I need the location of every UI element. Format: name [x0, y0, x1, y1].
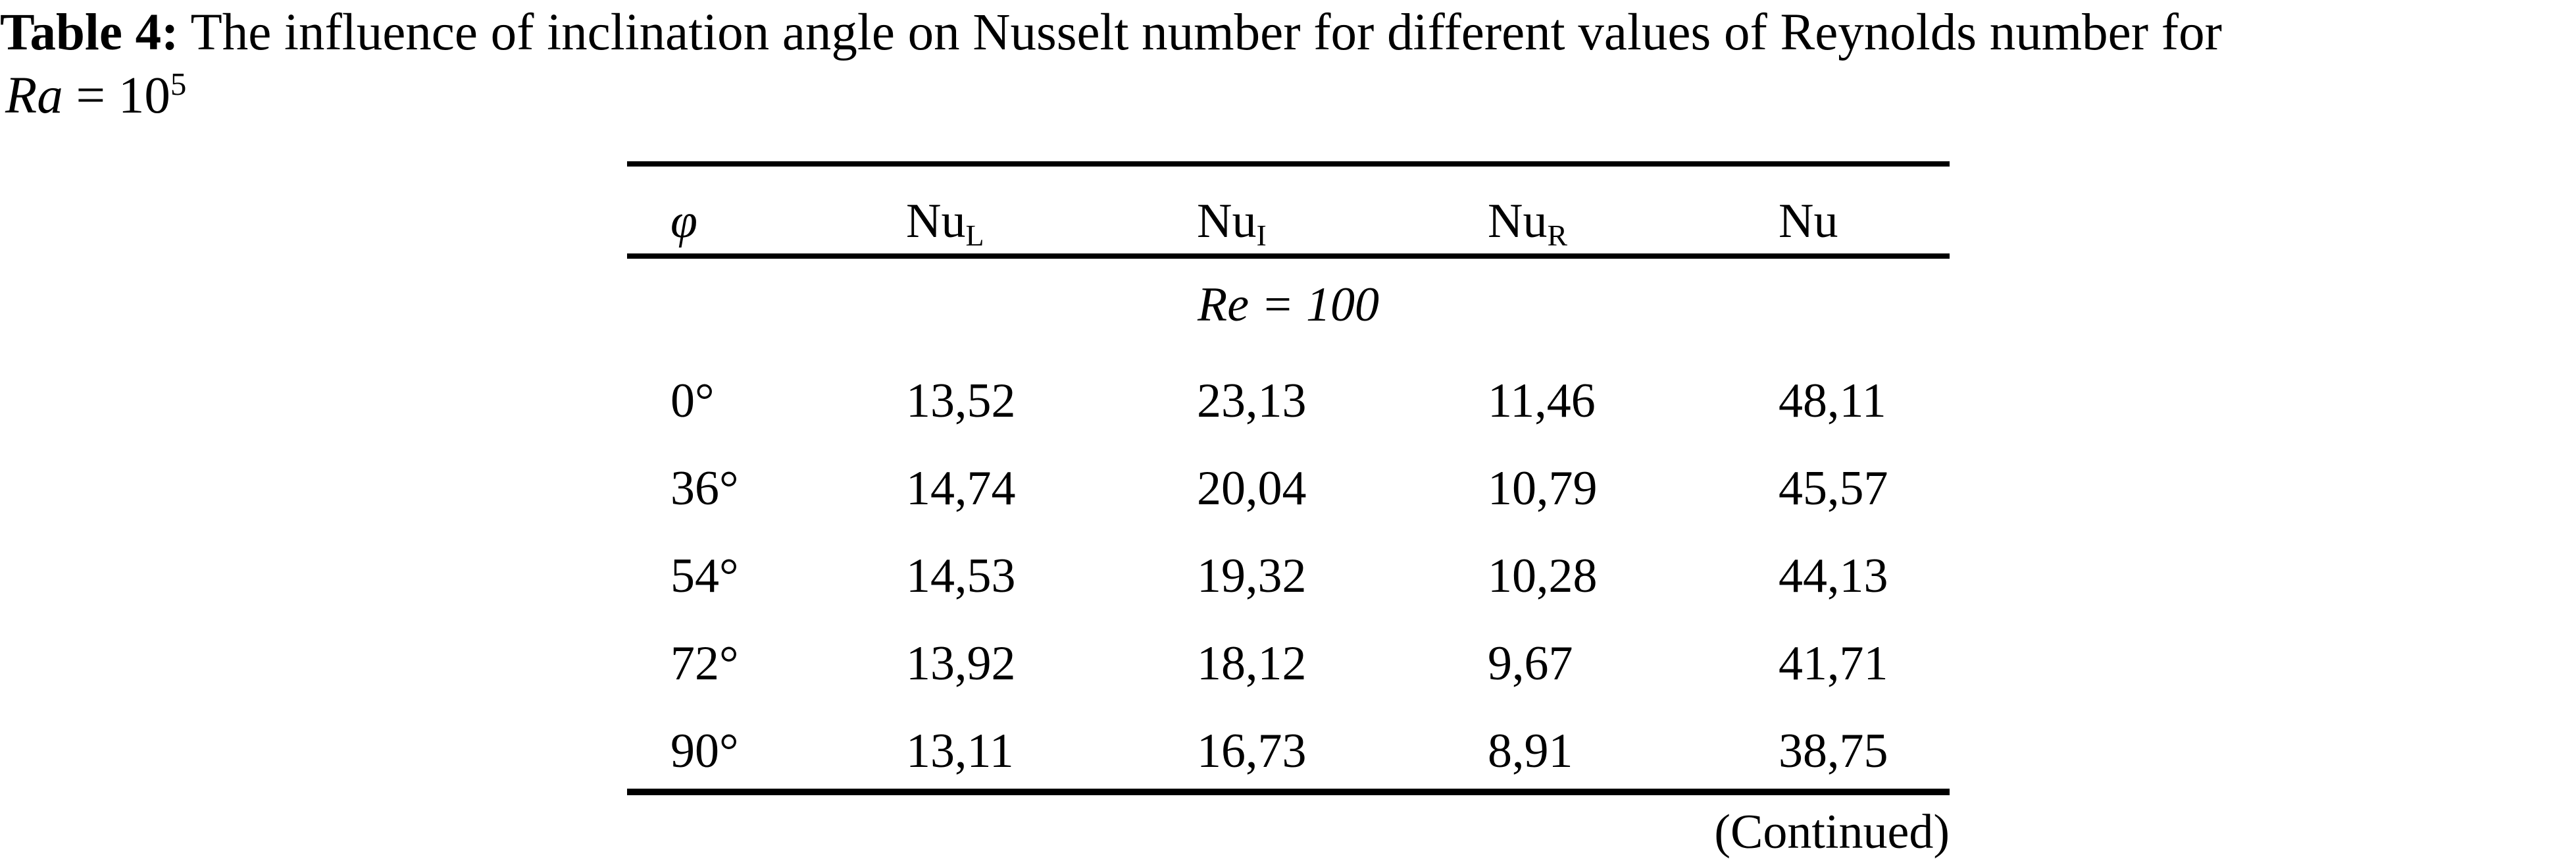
column-header-nu-l: NuL	[906, 194, 984, 252]
nu-i-value: 23,13	[1197, 374, 1307, 428]
table-row: 72° 13,92 18,12 9,67 41,71	[627, 614, 1950, 701]
nu-l-value: 13,92	[906, 637, 1016, 691]
nu-l-value: 13,11	[906, 724, 1014, 778]
nu-l-value: 14,53	[906, 549, 1016, 603]
nu-value: 41,71	[1779, 637, 1888, 691]
phi-value: 0°	[670, 374, 715, 428]
table-header-rule	[627, 253, 1950, 259]
table-caption-text: The influence of inclination angle on Nu…	[190, 4, 2222, 61]
nu-r-value: 9,67	[1488, 637, 1573, 691]
group-label: Re = 100	[1198, 277, 1379, 332]
ra-exponent: 5	[170, 66, 187, 103]
phi-value: 72°	[670, 637, 739, 691]
column-header-nu: Nu	[1779, 194, 1838, 248]
table-header-row: φ NuL NuI NuR Nu	[627, 167, 1950, 253]
column-header-nu-r: NuR	[1488, 194, 1568, 252]
nusselt-table: φ NuL NuI NuR Nu Re = 100 0° 13,52 23,13…	[627, 161, 1950, 795]
table-caption-label: Table 4:	[0, 4, 179, 61]
nu-l-value: 13,52	[906, 374, 1016, 428]
continued-note: (Continued)	[1714, 805, 1950, 859]
nu-l-value: 14,74	[906, 461, 1016, 515]
nu-i-value: 19,32	[1197, 549, 1307, 603]
nu-i-value: 18,12	[1197, 637, 1307, 691]
table-caption: Table 4: The influence of inclination ang…	[0, 1, 2576, 65]
table-row: 0° 13,52 23,13 11,46 48,11	[627, 351, 1950, 438]
nu-r-value: 10,79	[1488, 461, 1598, 515]
phi-value: 54°	[670, 549, 739, 603]
phi-value: 90°	[670, 724, 739, 778]
nu-value: 38,75	[1779, 724, 1888, 778]
column-header-phi: φ	[670, 194, 697, 248]
table-row: 36° 14,74 20,04 10,79 45,57	[627, 438, 1950, 526]
table-row: 90° 13,11 16,73 8,91 38,75	[627, 701, 1950, 789]
nu-i-value: 16,73	[1197, 724, 1307, 778]
nu-r-value: 10,28	[1488, 549, 1598, 603]
ra-equals-base: = 10	[76, 67, 170, 124]
column-header-nu-i: NuI	[1197, 194, 1267, 252]
phi-value: 36°	[670, 461, 739, 515]
nu-r-value: 11,46	[1488, 374, 1596, 428]
nu-value: 45,57	[1779, 461, 1888, 515]
nu-value: 48,11	[1779, 374, 1886, 428]
group-row-re-100: Re = 100	[627, 259, 1950, 351]
nu-value: 44,13	[1779, 549, 1888, 603]
nu-i-value: 20,04	[1197, 461, 1307, 515]
table-bottom-rule	[627, 789, 1950, 795]
ra-symbol: Ra	[5, 67, 63, 124]
nu-r-value: 8,91	[1488, 724, 1573, 778]
table-top-rule	[627, 161, 1950, 167]
table-caption-line2: Ra = 105	[5, 65, 186, 134]
table-row: 54° 14,53 19,32 10,28 44,13	[627, 526, 1950, 614]
